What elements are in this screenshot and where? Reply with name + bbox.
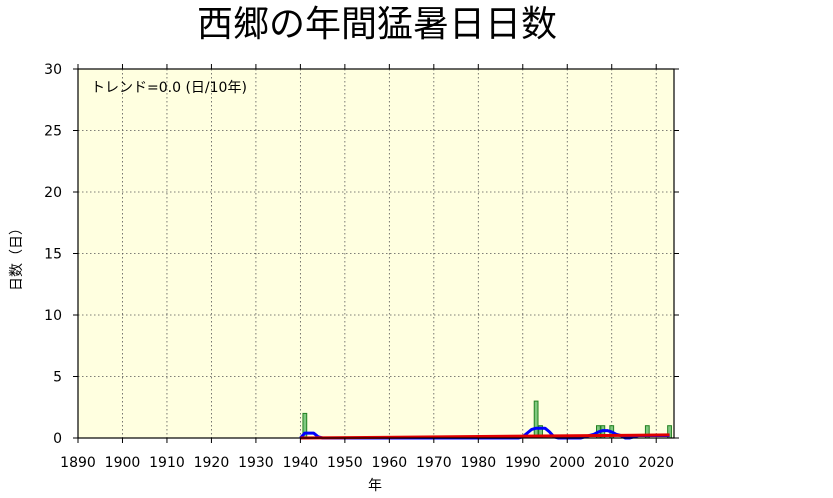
x-tick-label: 2010 bbox=[594, 455, 630, 471]
x-tick-label: 1940 bbox=[283, 455, 319, 471]
y-axis-label: 日数（日） bbox=[9, 221, 25, 291]
chart-title: 西郷の年間猛暑日日数 bbox=[197, 4, 557, 45]
x-axis-label: 年 bbox=[368, 478, 382, 494]
y-tick-label: 5 bbox=[53, 370, 62, 386]
y-tick-label: 0 bbox=[53, 431, 62, 447]
x-tick-label: 1910 bbox=[149, 455, 185, 471]
y-tick-label: 20 bbox=[44, 185, 62, 201]
x-axis: 1890 1900 1910 1920 1930 1940 1950 1960 1970 1980… bbox=[60, 64, 674, 471]
trend-annotation: トレンド=0.0 (日/10年) bbox=[91, 80, 247, 96]
x-tick-label: 2000 bbox=[549, 455, 585, 471]
x-tick-label: 1980 bbox=[460, 455, 496, 471]
x-tick-label: 1900 bbox=[105, 455, 141, 471]
x-tick-label: 1890 bbox=[60, 455, 96, 471]
y-tick-label: 30 bbox=[44, 62, 62, 78]
x-tick-label: 2020 bbox=[638, 455, 674, 471]
x-tick-label: 1970 bbox=[416, 455, 452, 471]
y-tick-label: 15 bbox=[44, 247, 62, 263]
y-tick-label: 25 bbox=[44, 124, 62, 140]
y-tick-label: 10 bbox=[44, 308, 62, 324]
x-tick-label: 1930 bbox=[238, 455, 274, 471]
grid-lines bbox=[78, 69, 674, 438]
y-axis: 0 5 10 15 20 25 30 bbox=[44, 62, 679, 447]
x-tick-label: 1990 bbox=[505, 455, 541, 471]
x-tick-label: 1960 bbox=[372, 455, 408, 471]
bar bbox=[533, 400, 539, 439]
x-tick-label: 1920 bbox=[194, 455, 230, 471]
x-tick-label: 1950 bbox=[327, 455, 363, 471]
